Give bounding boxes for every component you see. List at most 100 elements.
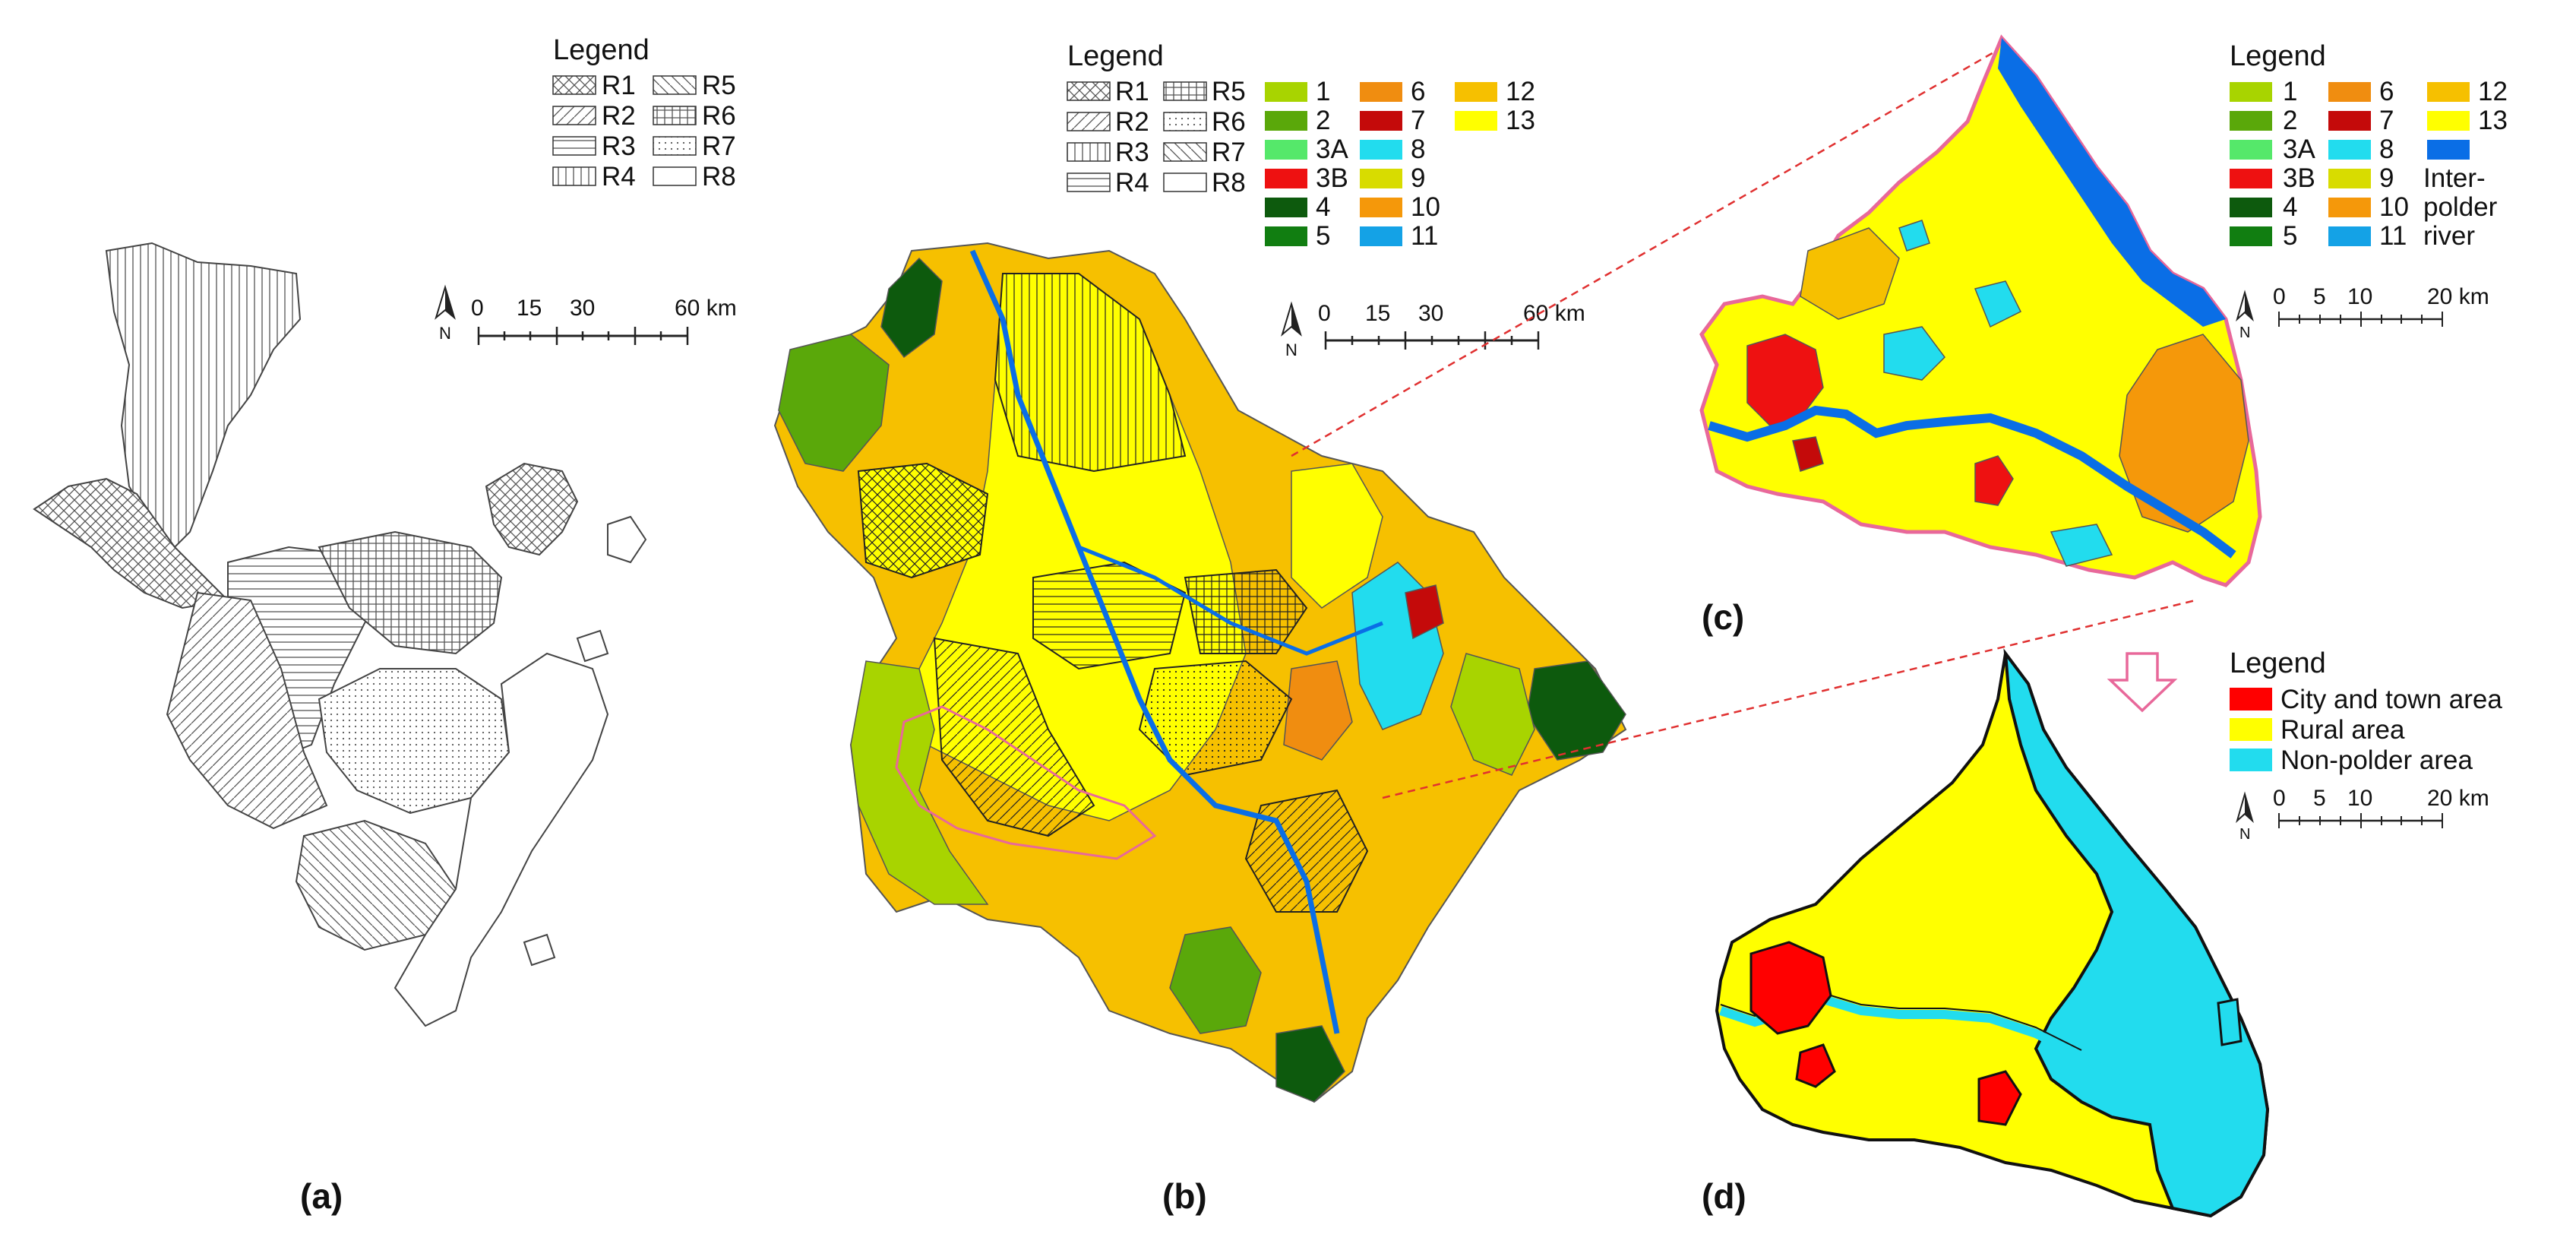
legend-b-class-9-label: 9 [1411, 163, 1425, 193]
legend-b-class-4-swatch [1265, 198, 1307, 217]
scale-c-tick-20: 20 km [2427, 284, 2489, 309]
legend-a-swatch-r8 [653, 166, 697, 186]
legend-d-city-label: City and town area [2280, 685, 2502, 714]
legend-c-class-9-label: 9 [2379, 163, 2394, 193]
legend-b-label-r7: R7 [1212, 138, 1246, 167]
legend-c-interpolder-line1: Inter- [2423, 163, 2486, 193]
map-b-pink-outline [895, 705, 1157, 860]
legend-c-class-6-label: 6 [2379, 77, 2394, 106]
map-c-class12-fields [1800, 227, 1900, 320]
north-arrow-c-label: N [2239, 324, 2250, 341]
legend-a-swatch-r4 [552, 166, 596, 186]
legend-b-class-7-label: 7 [1411, 106, 1425, 135]
legend-b-class-2-label: 2 [1316, 106, 1330, 135]
legend-c-class-9-swatch [2328, 169, 2371, 188]
legend-b-class-6-swatch [1360, 82, 1402, 102]
map-a-region-r2 [166, 591, 328, 830]
map-d-non-polder-area [2003, 648, 2270, 1218]
north-arrow-b-label: N [1285, 340, 1297, 359]
legend-b-class-12-swatch [1455, 82, 1497, 102]
legend-a-swatch-r2 [552, 106, 596, 125]
legend-a-swatch-r5 [653, 75, 697, 95]
panel-b-map [773, 242, 1627, 1103]
legend-b-class-13-label: 13 [1506, 106, 1535, 135]
panel-a-label: (a) [300, 1176, 343, 1216]
map-b-hatch-r7 [1138, 660, 1293, 777]
legend-b-class-11-swatch [1360, 226, 1402, 246]
north-arrow-a-label: N [439, 324, 451, 343]
legend-c-class-1-label: 1 [2283, 77, 2297, 106]
legend-b-swatch-r5 [1163, 81, 1207, 101]
legend-c-class-3b-swatch [2230, 169, 2272, 188]
legend-a-swatch-r7 [653, 136, 697, 156]
map-b-class13-east [1291, 463, 1383, 609]
map-a-region-r8 [394, 652, 609, 1027]
scale-c-tick-0: 0 [2273, 284, 2286, 309]
scale-a-tick-30: 30 [570, 296, 595, 321]
north-arrow-d-label: N [2239, 826, 2250, 843]
legend-b-class-1-label: 1 [1316, 77, 1330, 106]
panel-b-region-legend: R1 R2 R3 R4 R5 R6 R7 R8 [1067, 77, 1246, 198]
map-b-river-branch [1078, 545, 1383, 656]
map-a-region-r8-islands [523, 515, 647, 967]
legend-d-non-polder-swatch [2230, 749, 2272, 771]
legend-c-class-11-label: 11 [2379, 221, 2407, 251]
scale-d-tick-20: 20 km [2427, 786, 2489, 811]
scale-a-tick-60: 60 km [675, 296, 737, 321]
legend-b-class-4-label: 4 [1316, 192, 1330, 222]
scale-b-tick-0: 0 [1318, 301, 1331, 326]
map-d-town-area-east [1977, 1070, 2022, 1126]
map-b-class2-south [1169, 926, 1262, 1034]
map-c-river [1708, 405, 2236, 559]
panel-b-legend-title: Legend [1067, 40, 1164, 72]
legend-c-class-6-swatch [2328, 82, 2371, 102]
legend-c-class-5-swatch [2230, 226, 2272, 246]
legend-a-swatch-r6 [653, 106, 697, 125]
legend-c-class-11-swatch [2328, 226, 2371, 246]
map-b-hatch-r4 [994, 273, 1187, 473]
legend-b-class-3b-label: 3B [1316, 163, 1348, 193]
legend-b-class-6-label: 6 [1411, 77, 1425, 106]
legend-c-class-13-swatch [2427, 111, 2470, 131]
legend-b-label-r4: R4 [1115, 168, 1149, 198]
panel-a-north-arrow: N [435, 284, 456, 343]
scale-a-tick-0: 0 [471, 296, 484, 321]
legend-b-class-5-label: 5 [1316, 221, 1330, 251]
scale-d-tick-0: 0 [2273, 786, 2286, 811]
legend-c-class-12-label: 12 [2478, 77, 2508, 106]
legend-b-class-10-label: 10 [1411, 192, 1440, 222]
scale-d-tick-5: 5 [2313, 786, 2326, 811]
map-b-hatch-r3 [1032, 561, 1187, 670]
legend-b-class-12-label: 12 [1506, 77, 1535, 106]
scale-c-tick-5: 5 [2313, 284, 2326, 309]
scale-b-tick-30: 30 [1418, 301, 1443, 326]
panel-c-north-arrow: N [2236, 290, 2254, 341]
legend-b-swatch-r6 [1163, 112, 1207, 131]
legend-d-rural-label: Rural area [2280, 715, 2405, 745]
panel-a-scale-bar: 0 15 30 60 km [471, 296, 737, 345]
legend-c-class-7-swatch [2328, 111, 2371, 131]
map-b-class2-northwest [778, 334, 890, 472]
connector-b-to-c-top [1291, 44, 2006, 457]
map-c-interpolder-river-strip [1998, 38, 2226, 327]
legend-c-interpolder-line3: river [2423, 221, 2475, 251]
legend-b-class-2-swatch [1265, 111, 1307, 131]
map-b-class4-northwest [880, 257, 943, 359]
map-c-class3b-town [1974, 455, 2014, 506]
legend-b-swatch-r2 [1067, 112, 1111, 131]
map-c-class3b-city [1746, 334, 1824, 426]
map-a-region-r6 [318, 530, 503, 655]
legend-d-rural-swatch [2230, 718, 2272, 741]
panel-a-map [33, 242, 647, 1027]
legend-b-class-9-swatch [1360, 169, 1402, 188]
legend-b-swatch-r3 [1067, 142, 1111, 162]
map-b-hatch-r2 [933, 637, 1095, 837]
panel-d-north-arrow: N [2236, 791, 2254, 843]
legend-c-class-10-swatch [2328, 198, 2371, 217]
map-a-region-r4 [105, 242, 302, 549]
map-b-river [969, 249, 1340, 1034]
legend-a-label-r8: R8 [702, 162, 736, 191]
legend-c-class-5-label: 5 [2283, 221, 2297, 251]
legend-d-non-polder-label: Non-polder area [2280, 745, 2473, 775]
legend-a-label-r2: R2 [602, 101, 636, 131]
